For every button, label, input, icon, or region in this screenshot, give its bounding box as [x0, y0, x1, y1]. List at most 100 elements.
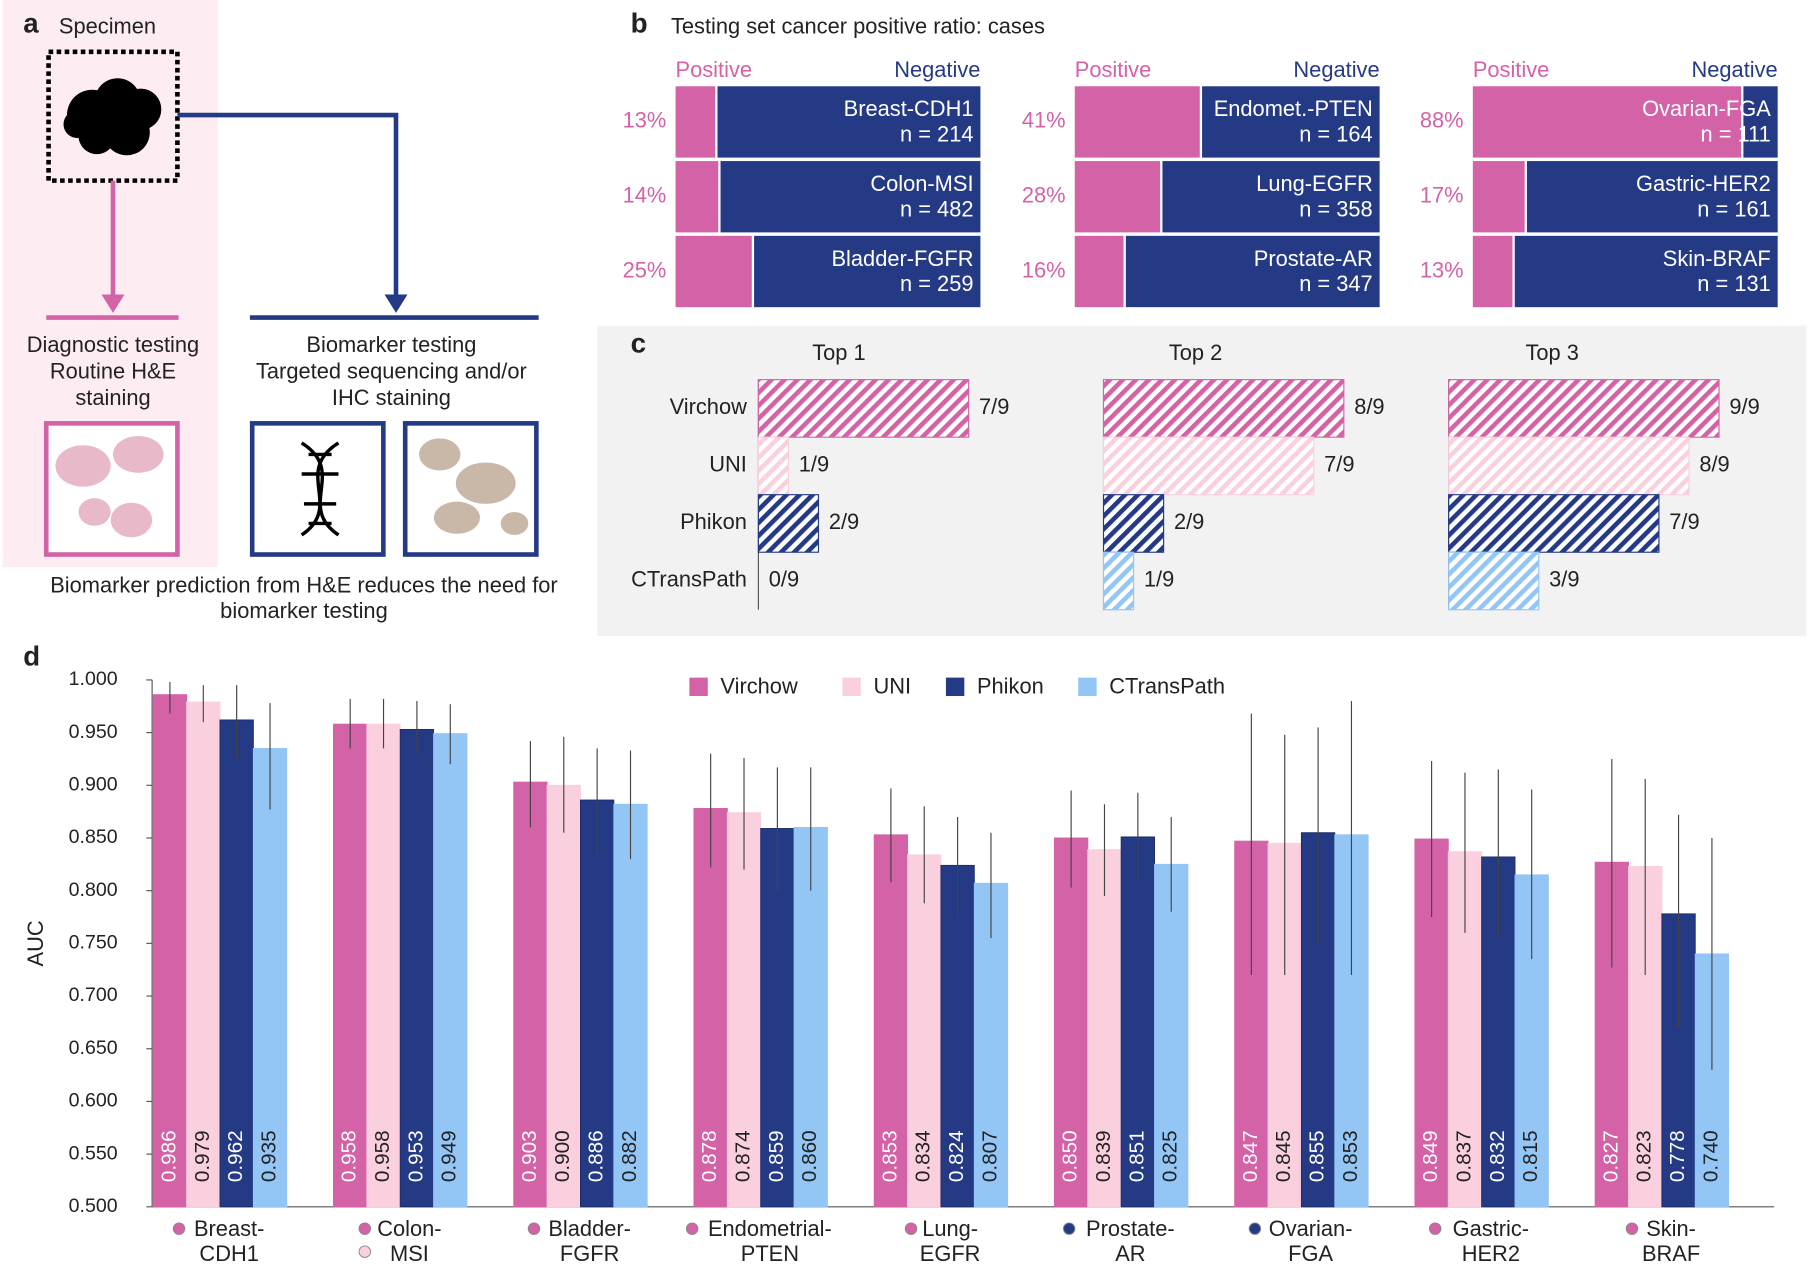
category-label: Virchow	[670, 394, 748, 419]
bar-value-label: 0.845	[1272, 1130, 1295, 1182]
value-label: 3/9	[1549, 567, 1579, 592]
case-count: n = 111	[1701, 122, 1771, 147]
positive-bar	[1472, 235, 1513, 308]
category-label: CTransPath	[631, 567, 747, 592]
diagnostic-text: Routine H&E	[50, 359, 176, 384]
category-marker	[527, 1222, 541, 1235]
panel-title: Testing set cancer positive ratio: cases	[671, 13, 1045, 38]
bar	[757, 436, 790, 496]
bar-value-label: 0.903	[518, 1130, 541, 1182]
x-tick-label: Skin-BRAF	[1642, 1216, 1700, 1266]
percent-label: 88%	[1420, 108, 1464, 133]
category-marker	[172, 1222, 186, 1235]
positive-bar	[675, 86, 716, 158]
bar-value-label: 0.859	[765, 1130, 788, 1182]
negative-bar	[1162, 161, 1380, 233]
percent-label: 25%	[623, 257, 667, 282]
y-tick-label: 0.700	[69, 984, 118, 1006]
bar-value-label: 0.815	[1519, 1130, 1542, 1182]
legend-swatch	[1078, 677, 1097, 697]
bar	[1053, 837, 1089, 1208]
case-count: n = 161	[1697, 196, 1771, 221]
legend-swatch	[689, 677, 708, 697]
x-tick-label: Prostate-AR	[1086, 1216, 1175, 1266]
case-count: n = 347	[1299, 271, 1373, 296]
sequencing-image	[249, 421, 386, 557]
x-tick-label: Gastric-HER2	[1453, 1216, 1529, 1266]
bar	[333, 723, 368, 1208]
category-marker	[904, 1222, 918, 1235]
category-marker	[1062, 1222, 1076, 1235]
bar	[252, 747, 288, 1208]
positive-bar	[675, 161, 719, 233]
negative-bar	[1743, 86, 1778, 158]
y-tick-label: 1.000	[69, 668, 118, 690]
case-count: n = 164	[1299, 122, 1373, 147]
percent-label: 28%	[1022, 182, 1066, 207]
y-tick-label: 0.650	[69, 1037, 118, 1059]
percent-label: 41%	[1022, 108, 1066, 133]
bar-value-label: 0.886	[585, 1130, 608, 1182]
case-name: Bladder-FGFR	[831, 246, 973, 271]
bar	[726, 812, 762, 1208]
caption: Biomarker prediction from H&E reduces th…	[50, 572, 558, 597]
value-label: 0/9	[769, 567, 799, 592]
biomarker-text: Biomarker testing	[306, 332, 476, 357]
bar	[757, 494, 820, 553]
percent-label: 13%	[1420, 257, 1464, 282]
positive-bar	[1074, 235, 1124, 308]
bar-value-label: 0.949	[438, 1130, 461, 1182]
percent-label: 13%	[623, 108, 667, 133]
case-name: Breast-CDH1	[844, 96, 974, 121]
specimen-label: Specimen	[59, 13, 156, 38]
biomarker-text: IHC staining	[332, 385, 451, 410]
value-label: 7/9	[1669, 509, 1699, 534]
category-marker	[685, 1222, 699, 1235]
bar	[1102, 494, 1165, 553]
category-marker	[1248, 1222, 1262, 1235]
negative-bar	[1202, 86, 1380, 158]
bar	[1448, 494, 1660, 553]
case-count: n = 259	[900, 271, 974, 296]
bar	[1102, 551, 1135, 611]
bar-value-label: 0.834	[912, 1130, 935, 1182]
negative-bar	[1526, 161, 1778, 233]
case-count: n = 482	[900, 196, 974, 221]
positive-bar	[1472, 161, 1525, 233]
bar-value-label: 0.839	[1092, 1130, 1115, 1182]
subpanel-title: Top 3	[1525, 340, 1578, 365]
positive-bar	[675, 235, 752, 308]
bar-value-label: 0.962	[224, 1130, 247, 1182]
legend-swatch	[945, 677, 965, 697]
bar-value-label: 0.958	[371, 1130, 394, 1182]
legend-label: Virchow	[720, 674, 798, 699]
bar	[546, 784, 581, 1208]
bar	[1087, 849, 1122, 1208]
x-tick-label: Colon-MSI	[377, 1216, 441, 1266]
bar-value-label: 0.900	[551, 1130, 574, 1182]
category-marker	[1428, 1222, 1442, 1235]
bar-value-label: 0.874	[731, 1130, 754, 1182]
y-axis-label: AUC	[23, 920, 48, 966]
bar	[1102, 436, 1315, 496]
bar-value-label: 0.740	[1699, 1130, 1722, 1182]
bar-value-label: 0.849	[1419, 1130, 1442, 1182]
value-label: 8/9	[1354, 394, 1384, 419]
case-count: n = 131	[1697, 271, 1771, 296]
legend-negative: Negative	[1293, 57, 1379, 82]
category-label: Phikon	[680, 509, 747, 534]
y-tick-label: 0.550	[69, 1142, 118, 1164]
positive-bar	[1472, 86, 1742, 158]
bar	[366, 723, 401, 1208]
x-tick-label: Bladder-FGFR	[548, 1216, 631, 1266]
tissue	[419, 438, 529, 535]
legend-label: UNI	[873, 674, 911, 699]
negative-bar	[720, 161, 981, 233]
bar-value-label: 0.853	[878, 1130, 901, 1182]
bar	[219, 719, 254, 1208]
bar	[433, 733, 468, 1208]
case-count: n = 214	[900, 122, 974, 147]
negative-bar	[717, 86, 981, 158]
legend-label: Phikon	[977, 674, 1044, 699]
biomarker-text: Targeted sequencing and/or	[256, 359, 527, 384]
